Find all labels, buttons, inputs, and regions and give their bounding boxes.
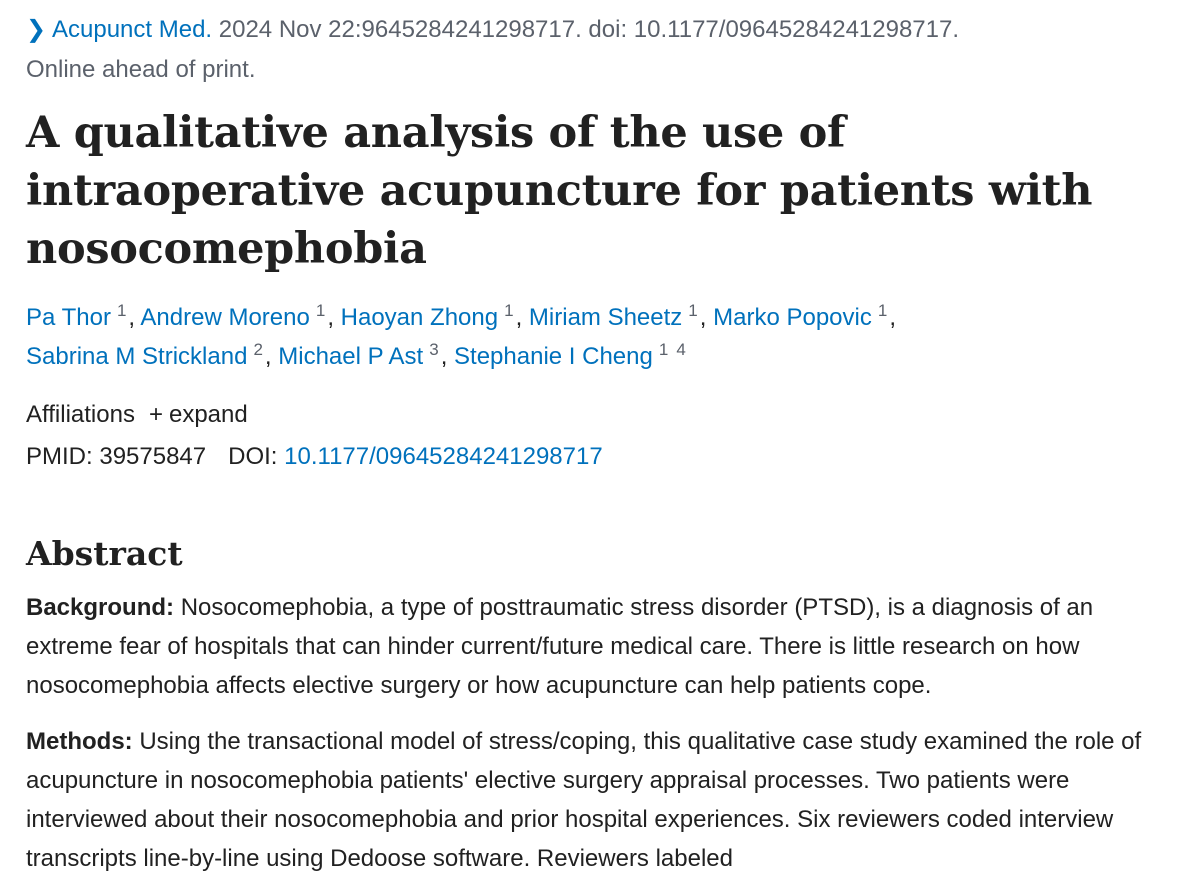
author-link[interactable]: Michael P Ast [278,343,424,370]
affiliation-ref[interactable]: 1 [658,340,669,359]
affiliation-ref[interactable]: 1 [315,301,326,320]
affiliation-ref[interactable]: 1 [688,301,698,320]
author-link[interactable]: Sabrina M Strickland [26,343,248,370]
section-label: Methods: [26,728,133,755]
abstract-section: Background: Nosocomephobia, a type of po… [26,588,1176,705]
affiliation-ref[interactable]: 1 [877,301,888,320]
abstract-heading: Abstract [26,534,183,573]
abstract-section: Methods: Using the transactional model o… [26,722,1176,878]
article-title: A qualitative analysis of the use of int… [26,108,1093,274]
author-link[interactable]: Stephanie I Cheng [454,343,653,370]
identifiers: PMID: 39575847 DOI: 10.1177/0964528424129… [26,436,1176,478]
author-link[interactable]: Haoyan Zhong [340,304,499,331]
author-link[interactable]: Miriam Sheetz [528,304,683,331]
author: Stephanie I Cheng 1 4 [454,340,688,370]
section-text: Using the transactional model of stress/… [26,728,1142,872]
author: Marko Popovic 1, [713,301,896,331]
abstract: Background: Nosocomephobia, a type of po… [26,588,1176,878]
author: Miriam Sheetz 1, [528,301,707,331]
affiliation-ref[interactable]: 3 [429,340,439,359]
citation: ❯ Acupunct Med. 2024 Nov 22:9645284241298… [26,10,1176,90]
author: Haoyan Zhong 1, [340,301,523,331]
author-separator: , [699,304,707,331]
author: Michael P Ast 3, [278,340,448,370]
author: Pa Thor 1, [26,301,136,331]
pmid: 39575847 [99,443,207,470]
section-label: Background: [26,594,175,621]
author: Andrew Moreno 1, [140,301,334,331]
chevron-icon[interactable]: ❯ [26,16,47,43]
author-separator: , [889,304,896,331]
author-link[interactable]: Marko Popovic [713,304,872,331]
author-separator: , [440,343,448,370]
section-text: Nosocomephobia, a type of posttraumatic … [26,594,1094,699]
citation-details: 2024 Nov 22:9645284241298717. doi: 10.11… [218,16,960,43]
article: ❯ Acupunct Med. 2024 Nov 22:9645284241298… [26,0,1176,895]
author-separator: , [327,304,334,331]
author-separator: , [515,304,523,331]
affiliations-label: Affiliations [26,401,135,428]
page-body: ❯ Acupunct Med. 2024 Nov 22:9645284241298… [26,16,1142,872]
affiliation-ref[interactable]: 2 [253,340,263,359]
author-link[interactable]: Pa Thor [26,304,111,331]
journal-link[interactable]: Acupunct Med. [52,16,213,43]
affiliation-ref[interactable]: 4 [676,340,686,359]
affiliation-ref[interactable]: 1 [116,301,127,320]
author-link[interactable]: Andrew Moreno [140,304,310,331]
pmid-label: PMID: [26,443,93,470]
doi-label: DOI: [228,443,278,470]
author-separator: , [264,343,272,370]
affiliation-ref[interactable]: 1 [504,301,514,320]
expand-icon[interactable]: + [148,401,163,428]
page: PubMed article {"citation": {"journal": … [26,16,1142,872]
author: Sabrina M Strickland 2, [26,340,272,370]
author-list: Pa Thor 1, Andrew Moreno 1, Haoyan Zhong 1,… [26,298,1026,376]
author-separator: , [128,304,136,331]
doi-link[interactable]: 10.1177/09645284241298717 [284,443,603,470]
publication-status: Online ahead of print. [26,56,256,83]
expand-toggle[interactable]: expand [168,401,248,428]
affiliations: Affiliations + expand [26,394,1176,436]
